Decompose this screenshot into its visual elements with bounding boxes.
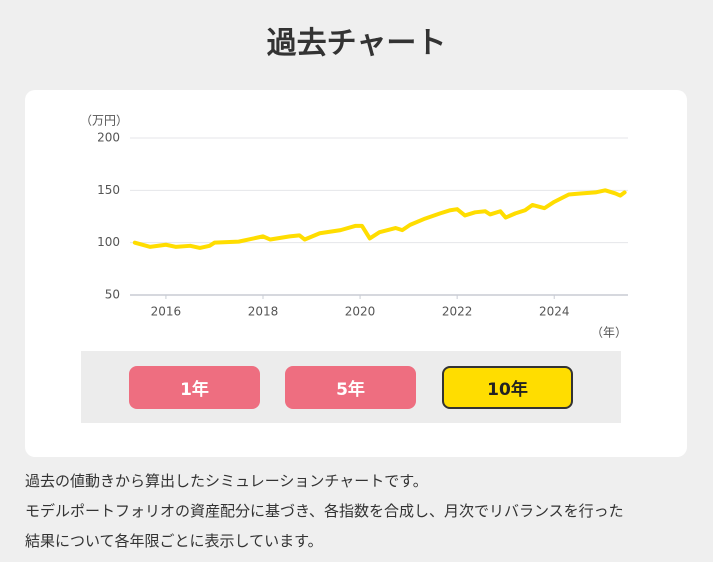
- x-tick-label: 2018: [248, 305, 279, 319]
- period-button[interactable]: 1年: [129, 366, 260, 409]
- price-line: [132, 188, 627, 250]
- page-title: 過去チャート: [266, 26, 447, 61]
- y-tick-label: 200: [97, 131, 120, 145]
- chart: （万円） （年） 50 100 150 200 2016 2018 2020 2022 2024: [80, 114, 628, 340]
- y-tick-label: 100: [97, 235, 120, 249]
- period-button[interactable]: 10年: [442, 366, 573, 409]
- period-button[interactable]: 5年: [285, 366, 416, 409]
- period-selector: 1年 5年 10年: [81, 351, 621, 423]
- description-line: 過去の値動きから算出したシミュレーションチャートです。: [25, 472, 428, 490]
- description-line: モデルポートフォリオの資産配分に基づき、各指数を合成し、月次でリバランスを行った: [25, 502, 624, 520]
- chart-card: （万円） （年） 50 100 150 200 2016 2018 2020 2022 2024…: [25, 90, 687, 457]
- x-tick-label: 2022: [442, 305, 473, 319]
- y-tick-label: 50: [105, 288, 120, 302]
- x-tick-label: 2024: [539, 305, 570, 319]
- description-line: 結果について各年限ごとに表示しています。: [25, 532, 323, 550]
- description: 過去の値動きから算出したシミュレーションチャートです。モデルポートフォリオの資産…: [25, 466, 695, 556]
- x-tick-label: 2016: [151, 305, 182, 319]
- x-axis-label: （年）: [591, 326, 627, 340]
- y-axis-label: （万円）: [80, 114, 128, 128]
- y-tick-label: 150: [97, 183, 120, 197]
- x-tick-label: 2020: [345, 305, 376, 319]
